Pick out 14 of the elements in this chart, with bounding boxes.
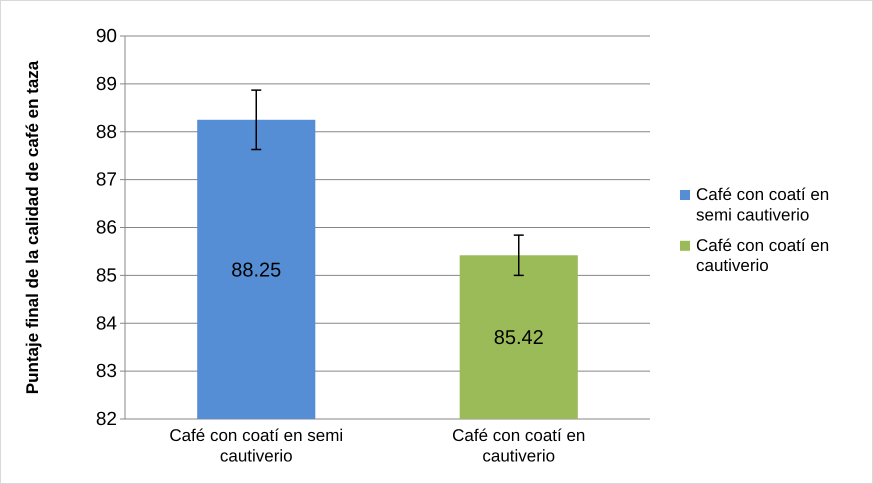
y-tick-label: 89	[96, 74, 117, 95]
y-tick-label: 90	[96, 26, 117, 48]
y-tick-label: 88	[96, 122, 117, 143]
y-tick-label: 86	[96, 218, 117, 239]
data-label: 85.42	[494, 327, 544, 350]
y-tick-label: 82	[96, 409, 117, 430]
y-axis-title: Puntaje final de la calidad de café en taza	[23, 60, 42, 394]
legend-label: Café con coatí en cautiverio	[696, 236, 830, 276]
legend-label: Café con coatí en semi cautiverio	[696, 185, 830, 224]
y-tick-label: 85	[96, 265, 117, 286]
y-tick-label: 83	[96, 361, 117, 382]
y-tick-label: 87	[96, 170, 117, 191]
data-label: 88.25	[231, 259, 282, 282]
y-tick-label: 84	[96, 313, 118, 334]
